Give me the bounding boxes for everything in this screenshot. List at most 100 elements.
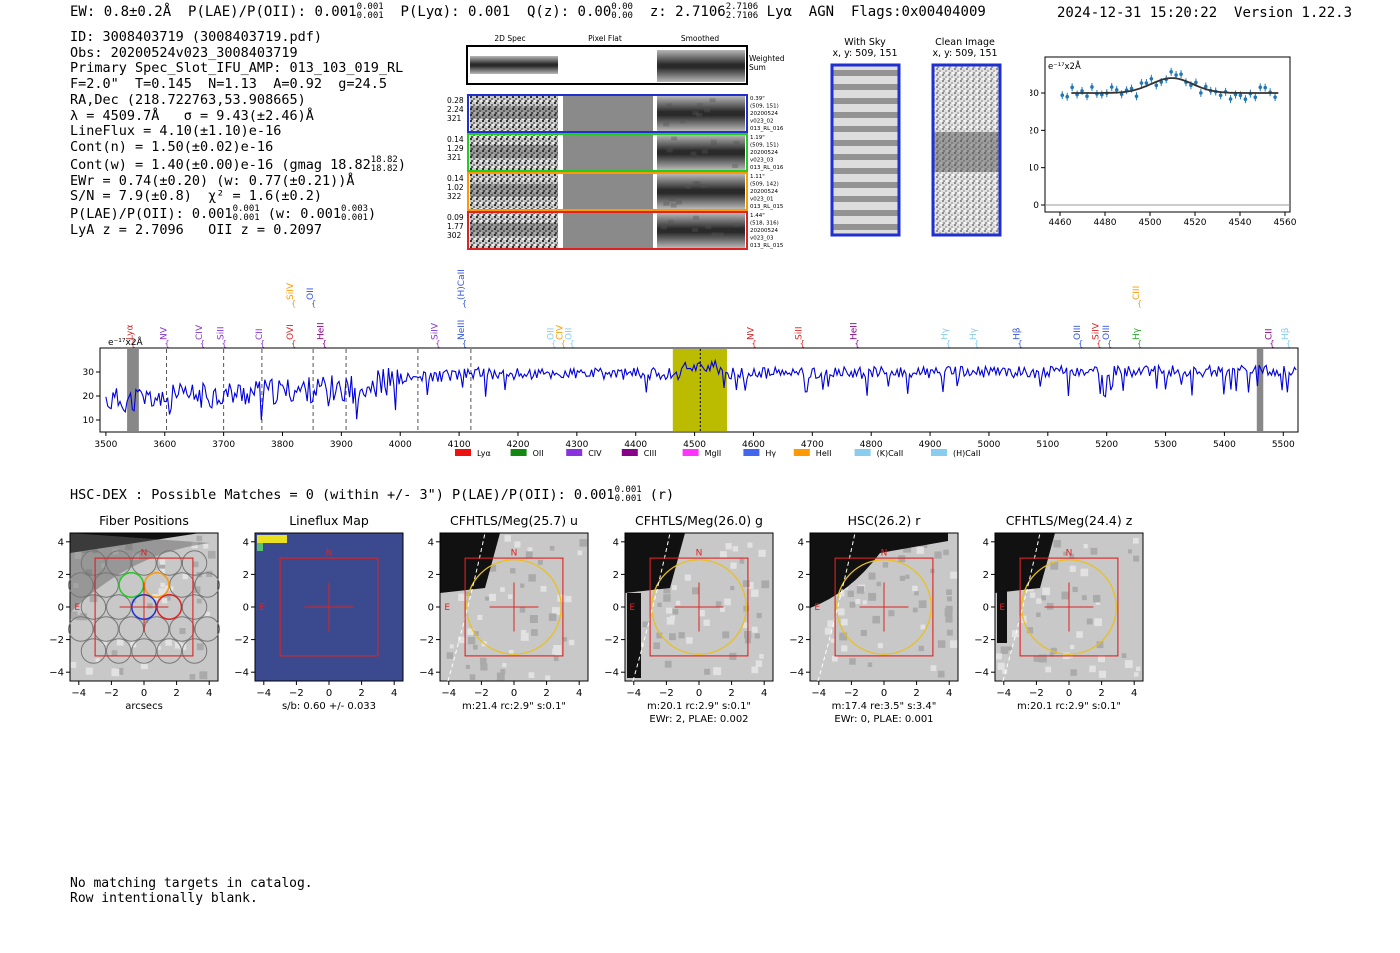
hsc-y-tick: 2 [428, 570, 434, 581]
spectral-line-label: HeII [317, 322, 327, 340]
hsc-y-tick: −4 [419, 668, 434, 679]
legend-label: (K)CaII [877, 449, 904, 458]
cutout-row-meta: v023_02 [750, 119, 774, 125]
hsc-x-tick: 4 [946, 688, 952, 699]
spectrum-x-tick: 4000 [389, 440, 412, 450]
lya-label: Lyα [766, 4, 792, 20]
spectrum-x-tick: 3700 [212, 440, 235, 450]
zoom-data-point [1134, 94, 1139, 99]
plae-upper: 0.001 [356, 2, 384, 12]
hsc-panel: CFHTLS/Meg(25.7) u N E −4 −2 0 2 4 4 2 0 −2 −4 m:21.4… [419, 513, 589, 712]
legend-swatch [621, 449, 638, 456]
spectral-line-label: CIV [195, 324, 205, 340]
spectral-line-marker: { [1096, 339, 1101, 348]
hsc-x-tick: 2 [1098, 688, 1104, 699]
info-plae-upper: 0.001 [232, 204, 260, 215]
north-label: N [696, 549, 703, 559]
with-sky-image [830, 63, 901, 237]
zoom-y-tick: 10 [1030, 164, 1039, 174]
hsc-x-tick: 2 [728, 688, 734, 699]
zoom-x-tick: 4460 [1049, 218, 1072, 228]
hsc-y-tick: −2 [419, 635, 434, 646]
legend-swatch [682, 449, 699, 456]
legend-label: MgII [705, 449, 722, 458]
footer-line-2: Row intentionally blank. [70, 891, 258, 906]
cutout-row-meta: 013_RL_016 [750, 165, 784, 171]
hsc-x-tick: −2 [844, 688, 859, 699]
hsc-panel: Lineflux Map N E −4 −2 0 2 4 4 2 0 −2 −4 s/b: 0.60 +/… [234, 513, 404, 712]
hsc-x-tick: −2 [1029, 688, 1044, 699]
hsc-panel: Fiber Positions N E −4 −2 0 2 4 4 2 0 −2 −4 arcsecs [49, 513, 220, 712]
spectrum-x-tick: 3500 [94, 440, 117, 450]
cutout-row-frame [467, 211, 748, 250]
info-contn: Cont(n) = 1.50(±0.02)e-16 [70, 138, 274, 155]
header-datetime: 2024-12-31 15:20:22 Version 1.22.3 [1057, 5, 1352, 21]
hsc-x-tick: 4 [576, 688, 582, 699]
spectral-line-label: OIII [1102, 325, 1112, 340]
zoom-x-tick: 4480 [1094, 218, 1117, 228]
info-obs: Obs: 20200524v023_3008403719 [70, 44, 298, 61]
east-label: E [814, 603, 820, 613]
zoom-x-tick: 4520 [1184, 218, 1207, 228]
zoom-data-point [1258, 85, 1263, 90]
spectral-line-marker: { [1286, 339, 1291, 348]
hsc-y-tick: −4 [789, 668, 804, 679]
cutout-row-stat: 1.29 [447, 144, 464, 153]
zoom-data-point [1243, 97, 1248, 102]
spectral-line-label: Hβ [1281, 327, 1291, 340]
spectral-line-marker: { [551, 339, 556, 348]
spectrum-x-tick: 5000 [977, 440, 1000, 450]
hsc-x-tick: 0 [881, 688, 887, 699]
cutout-row-meta: (518, 316) [750, 221, 779, 227]
spectral-line-label: NV [746, 326, 756, 340]
cutout-row-stat: 1.02 [447, 183, 464, 192]
zoom-y-tick: 20 [1030, 126, 1039, 136]
agn-label: AGN [808, 4, 835, 20]
zoom-data-point [1174, 73, 1178, 77]
hsc-title-row: HSC-DEX : Possible Matches = 0 (within +… [70, 486, 674, 504]
zoom-y-tick: 30 [1030, 89, 1039, 99]
spectral-line-marker: { [311, 299, 316, 308]
east-label: E [259, 603, 265, 613]
zoom-data-point [1179, 72, 1183, 76]
spectral-line-label: SiII [217, 326, 227, 340]
hsc-x-tick: −2 [474, 688, 489, 699]
hsc-panel-title: HSC(26.2) r [848, 513, 922, 528]
clean-image [931, 63, 1002, 237]
zoom-data-point [1218, 93, 1223, 98]
spectrum-x-tick: 3800 [271, 440, 294, 450]
info-plae-w-end: ) [368, 206, 377, 223]
zoom-data-point [1119, 92, 1124, 97]
north-label: N [326, 549, 333, 559]
cutout-row-stat: 2.24 [447, 105, 464, 114]
qz-value: Q(z): 0.00 [526, 4, 612, 20]
spectrum-x-tick: 4400 [624, 440, 647, 450]
legend-swatch [931, 449, 947, 456]
legend-swatch [510, 449, 527, 456]
masked-band-blue [127, 349, 139, 431]
aperture-circle [1021, 559, 1117, 655]
spectral-line-label: Hγ [1132, 327, 1142, 340]
col-title-smoothed: Smoothed [681, 34, 720, 43]
hsc-panel-title: CFHTLS/Meg(24.4) z [1006, 513, 1133, 528]
hsc-x-tick: 4 [206, 688, 212, 699]
cutout-row-stat: 0.14 [447, 174, 464, 183]
col-title-pixelflat: Pixel Flat [588, 34, 622, 43]
hsc-y-tick: 0 [613, 603, 619, 614]
z-upper: 2.7106 [725, 2, 759, 12]
zoom-x-tick: 4500 [1139, 218, 1162, 228]
cutout-row-stat: 302 [447, 231, 462, 240]
cutout-row-meta: 013_RL_015 [750, 243, 784, 249]
spectral-line-marker: { [561, 339, 566, 348]
info-plae-w-lower: 0.001 [340, 213, 369, 224]
spectral-line-marker: { [435, 339, 440, 348]
z-lower: 2.7106 [725, 11, 759, 21]
zoom-data-point [1065, 94, 1069, 99]
hsc-panel-caption: m:20.1 rc:2.9" s:0.1" [647, 701, 751, 712]
hsc-y-tick: 2 [983, 570, 989, 581]
hsc-x-tick: 0 [696, 688, 702, 699]
east-label: E [444, 603, 450, 613]
cutout-row-meta: (509, 142) [750, 182, 779, 188]
hsc-y-tick: 4 [983, 537, 989, 548]
cutout-row-meta: 1.19" [750, 135, 765, 141]
